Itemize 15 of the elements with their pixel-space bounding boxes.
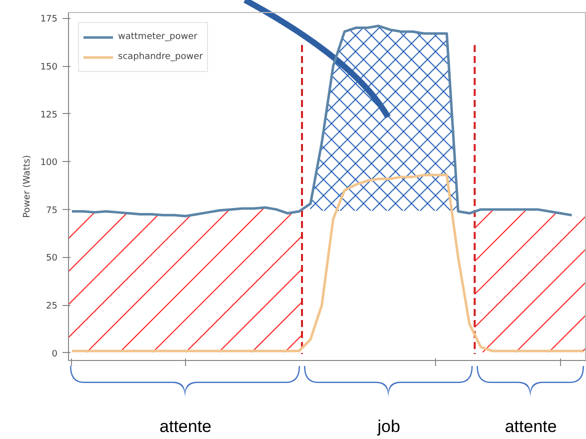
- y-axis-title: Power (Watts): [22, 155, 32, 218]
- y-tick-label: 125: [40, 110, 58, 120]
- text: attente: [160, 417, 212, 436]
- line-series: [70, 24, 573, 218]
- y-tick-label: 150: [40, 62, 58, 73]
- y-tick-label: 75: [46, 206, 58, 216]
- y-tick-label: 175: [40, 14, 58, 25]
- y-tick-label: 100: [40, 158, 58, 168]
- y-tick-label: 25: [46, 302, 58, 312]
- y-tick-label: 50: [46, 254, 58, 264]
- legend-label: scaphandre_power: [118, 52, 203, 62]
- text: job: [376, 417, 400, 436]
- y-tick-label: 0: [52, 349, 58, 360]
- legend-label: wattmeter_power: [118, 32, 198, 42]
- text: attente: [504, 417, 557, 436]
